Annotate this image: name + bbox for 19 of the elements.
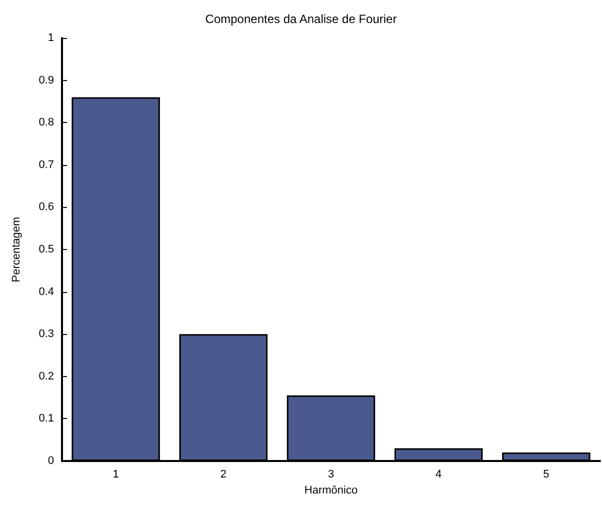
y-axis-title: Percentagem xyxy=(10,216,22,282)
x-tick-label: 3 xyxy=(328,468,334,480)
x-tick-label: 5 xyxy=(543,468,550,480)
y-tick-label: 0.9 xyxy=(38,74,54,86)
y-tick-label: 1 xyxy=(48,32,54,44)
y-tick-label: 0.7 xyxy=(38,158,54,171)
y-tick-label: 0.2 xyxy=(38,370,54,382)
y-tick-label: 0.3 xyxy=(38,328,54,340)
y-tick-label: 0.1 xyxy=(38,412,54,425)
x-tick-label: 2 xyxy=(220,468,226,480)
y-tick-label: 0.5 xyxy=(38,244,54,256)
y-tick-label: 0.8 xyxy=(38,116,54,129)
y-tick-label: 0.6 xyxy=(38,201,54,214)
x-axis-title: Harmônico xyxy=(304,484,358,496)
y-tick-label: 0 xyxy=(48,455,54,467)
x-tick-label: 4 xyxy=(436,468,442,480)
x-tick-label: 1 xyxy=(112,468,119,480)
y-tick-label: 0.4 xyxy=(38,286,54,298)
chart-title: Componentes da Analise de Fourier xyxy=(205,12,397,26)
